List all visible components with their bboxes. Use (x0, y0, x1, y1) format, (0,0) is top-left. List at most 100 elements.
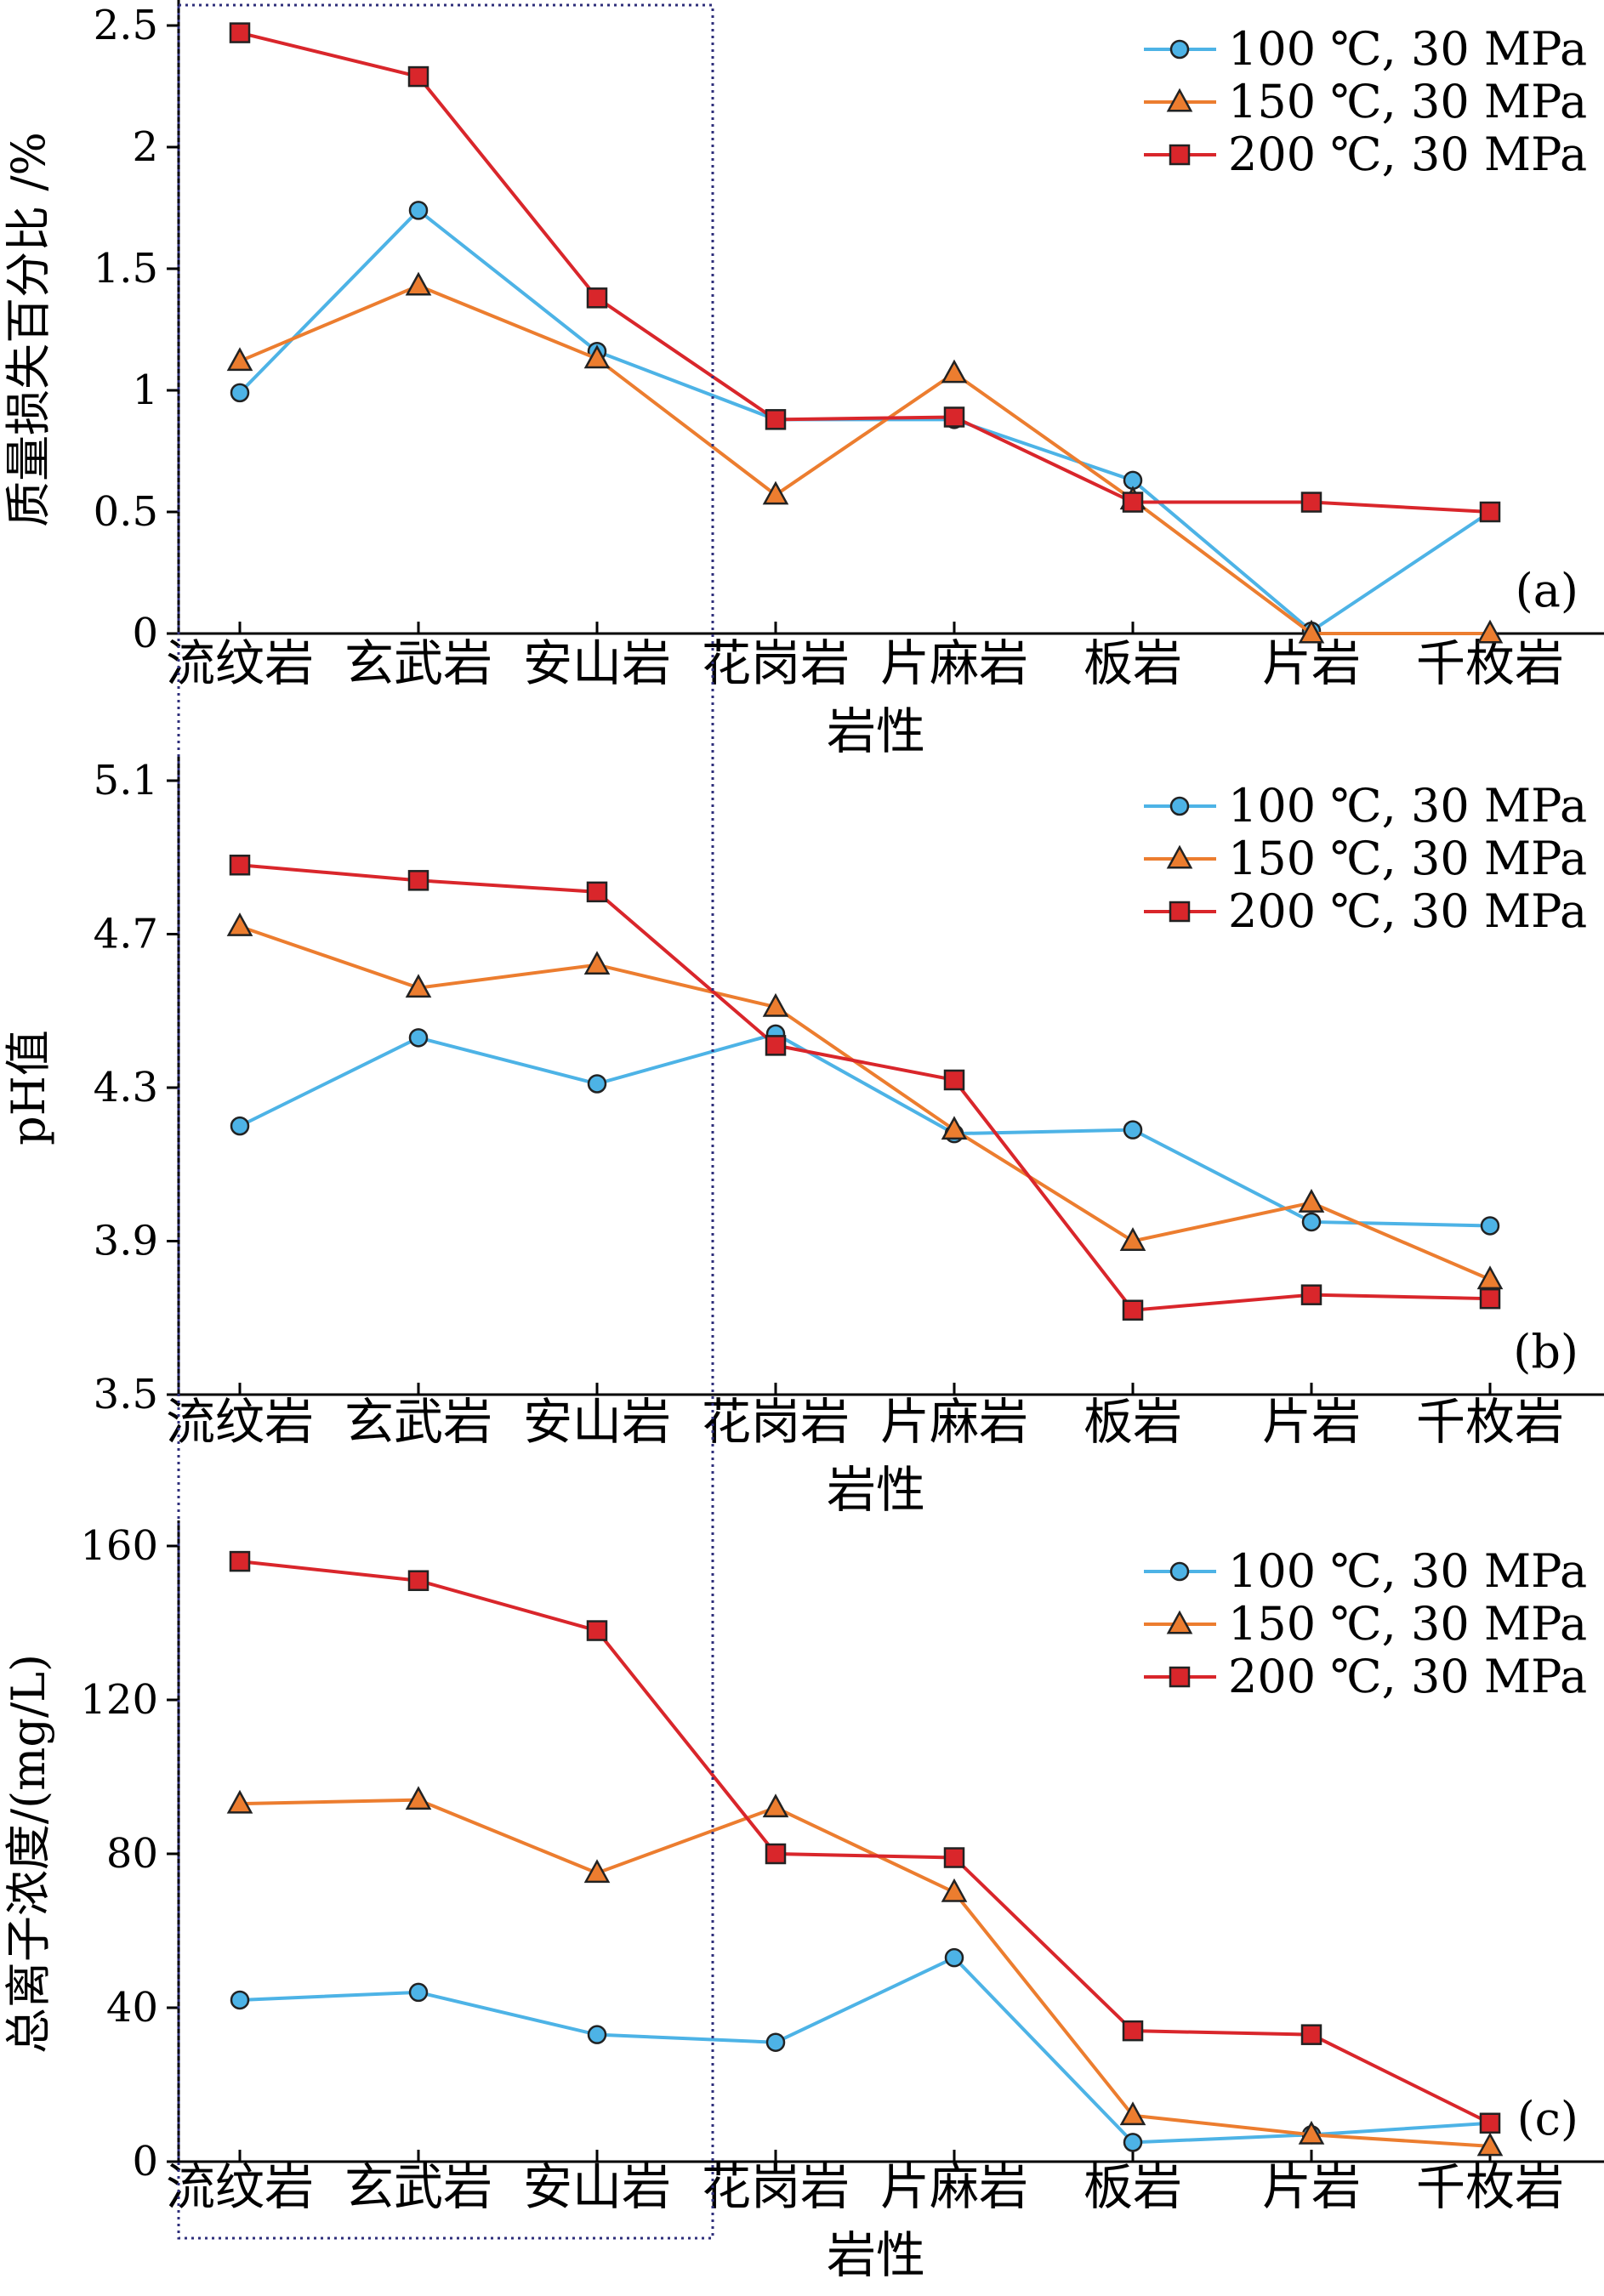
series-2 (226, 1786, 1504, 2157)
y-tick-label: 1 (132, 367, 158, 414)
y-tick-label: 3.9 (94, 1218, 158, 1265)
legend-marker (1169, 796, 1190, 816)
data-point (943, 1069, 965, 1091)
data-point (405, 271, 432, 296)
series-line (239, 1955, 1491, 2145)
data-point (943, 1847, 965, 1868)
data-point (407, 65, 429, 88)
legend-marker (1169, 1561, 1190, 1582)
legend-marker (1169, 901, 1191, 923)
data-point (583, 951, 611, 975)
y-tick-label: 1.5 (94, 245, 158, 293)
legend-label: 100 ℃, 30 MPa (1228, 779, 1587, 833)
x-category-label: 花岗岩 (702, 1393, 850, 1451)
data-point (1123, 2133, 1143, 2152)
data-point (765, 409, 787, 430)
y-tick-label: 2.5 (94, 2, 158, 49)
x-category-label: 片麻岩 (880, 2158, 1028, 2216)
x-category-label: 安山岩 (523, 634, 671, 692)
x-category-label: 片麻岩 (880, 1393, 1028, 1451)
data-point (1298, 2120, 1325, 2145)
series-2 (226, 912, 1504, 1290)
data-point (226, 1789, 253, 1814)
data-point (407, 1570, 429, 1591)
data-point (1298, 619, 1325, 644)
data-point (408, 1982, 429, 2003)
y-tick-label: 80 (106, 1830, 158, 1878)
data-point (941, 359, 968, 384)
data-point (408, 1028, 429, 1048)
series-line (239, 1798, 1491, 2148)
y-tick-label: 3.5 (94, 1371, 158, 1418)
data-point (765, 1035, 787, 1056)
data-point (1480, 1216, 1500, 1236)
data-point (583, 344, 611, 369)
data-point (762, 1793, 789, 1818)
data-point (1479, 501, 1501, 523)
series-1 (230, 1947, 1500, 2152)
data-point (405, 1786, 432, 1810)
series-3 (229, 855, 1501, 1321)
legend-label: 200 ℃, 30 MPa (1228, 884, 1587, 938)
series-2 (226, 271, 1504, 644)
legend-marker (1169, 144, 1191, 166)
data-point (229, 855, 251, 876)
series-line (239, 863, 1491, 1312)
data-point (1122, 1299, 1144, 1321)
data-point (765, 2032, 786, 2052)
series-line (239, 1031, 1491, 1228)
y-tick-label: 120 (80, 1676, 158, 1724)
data-point (765, 1843, 787, 1865)
x-category-label: 片岩 (1262, 2158, 1361, 2216)
x-category-label: 玄武岩 (344, 1393, 492, 1451)
data-point (230, 1116, 250, 1136)
series-line (238, 207, 1492, 634)
data-point (1476, 1265, 1504, 1290)
data-point (587, 2025, 607, 2044)
y-tick-label: 40 (106, 1984, 158, 2032)
data-point (226, 912, 253, 936)
y-tick-label: 0 (132, 2138, 158, 2185)
data-point (1476, 619, 1504, 644)
y-axis-label: 质量损失百分比 /% (2, 132, 55, 527)
data-point (586, 287, 608, 309)
series-line (239, 924, 1491, 1282)
x-category-label: 千枚岩 (1416, 1393, 1564, 1451)
data-point (1300, 2024, 1322, 2045)
legend-label: 150 ℃, 30 MPa (1228, 75, 1587, 128)
x-category-label: 片岩 (1262, 1393, 1361, 1451)
data-point (1479, 1287, 1501, 1310)
data-point (229, 22, 251, 43)
x-category-label: 流纹岩 (166, 2158, 314, 2216)
legend-marker (1166, 88, 1193, 112)
data-point (586, 881, 608, 903)
series-1 (230, 201, 1500, 641)
legend-label: 100 ℃, 30 MPa (1228, 1544, 1587, 1598)
data-point (1301, 1212, 1322, 1232)
data-point (762, 480, 789, 505)
series-line (239, 283, 1490, 635)
x-category-label: 千枚岩 (1416, 2158, 1564, 2216)
data-point (230, 1990, 250, 2010)
data-point (407, 870, 429, 891)
data-point (1122, 492, 1144, 513)
legend-marker (1169, 1666, 1191, 1688)
data-point (943, 406, 965, 428)
legend-marker (1169, 39, 1190, 60)
legend-marker (1166, 1610, 1193, 1634)
data-point (586, 1620, 608, 1641)
x-category-label: 流纹岩 (166, 1393, 314, 1451)
data-point (944, 1947, 964, 1968)
volcanic-rock-highlight-box (177, 3, 714, 2240)
x-category-label: 片岩 (1262, 634, 1361, 692)
legend-marker (1166, 844, 1193, 869)
panel-label: (b) (1513, 1325, 1578, 1378)
x-category-label: 板岩 (1084, 2158, 1182, 2216)
data-point (405, 974, 432, 998)
x-category-label: 花岗岩 (702, 2158, 850, 2216)
data-point (941, 1116, 968, 1140)
data-point (583, 1859, 611, 1884)
series-line (239, 1560, 1491, 2125)
x-category-label: 板岩 (1084, 1393, 1182, 1451)
